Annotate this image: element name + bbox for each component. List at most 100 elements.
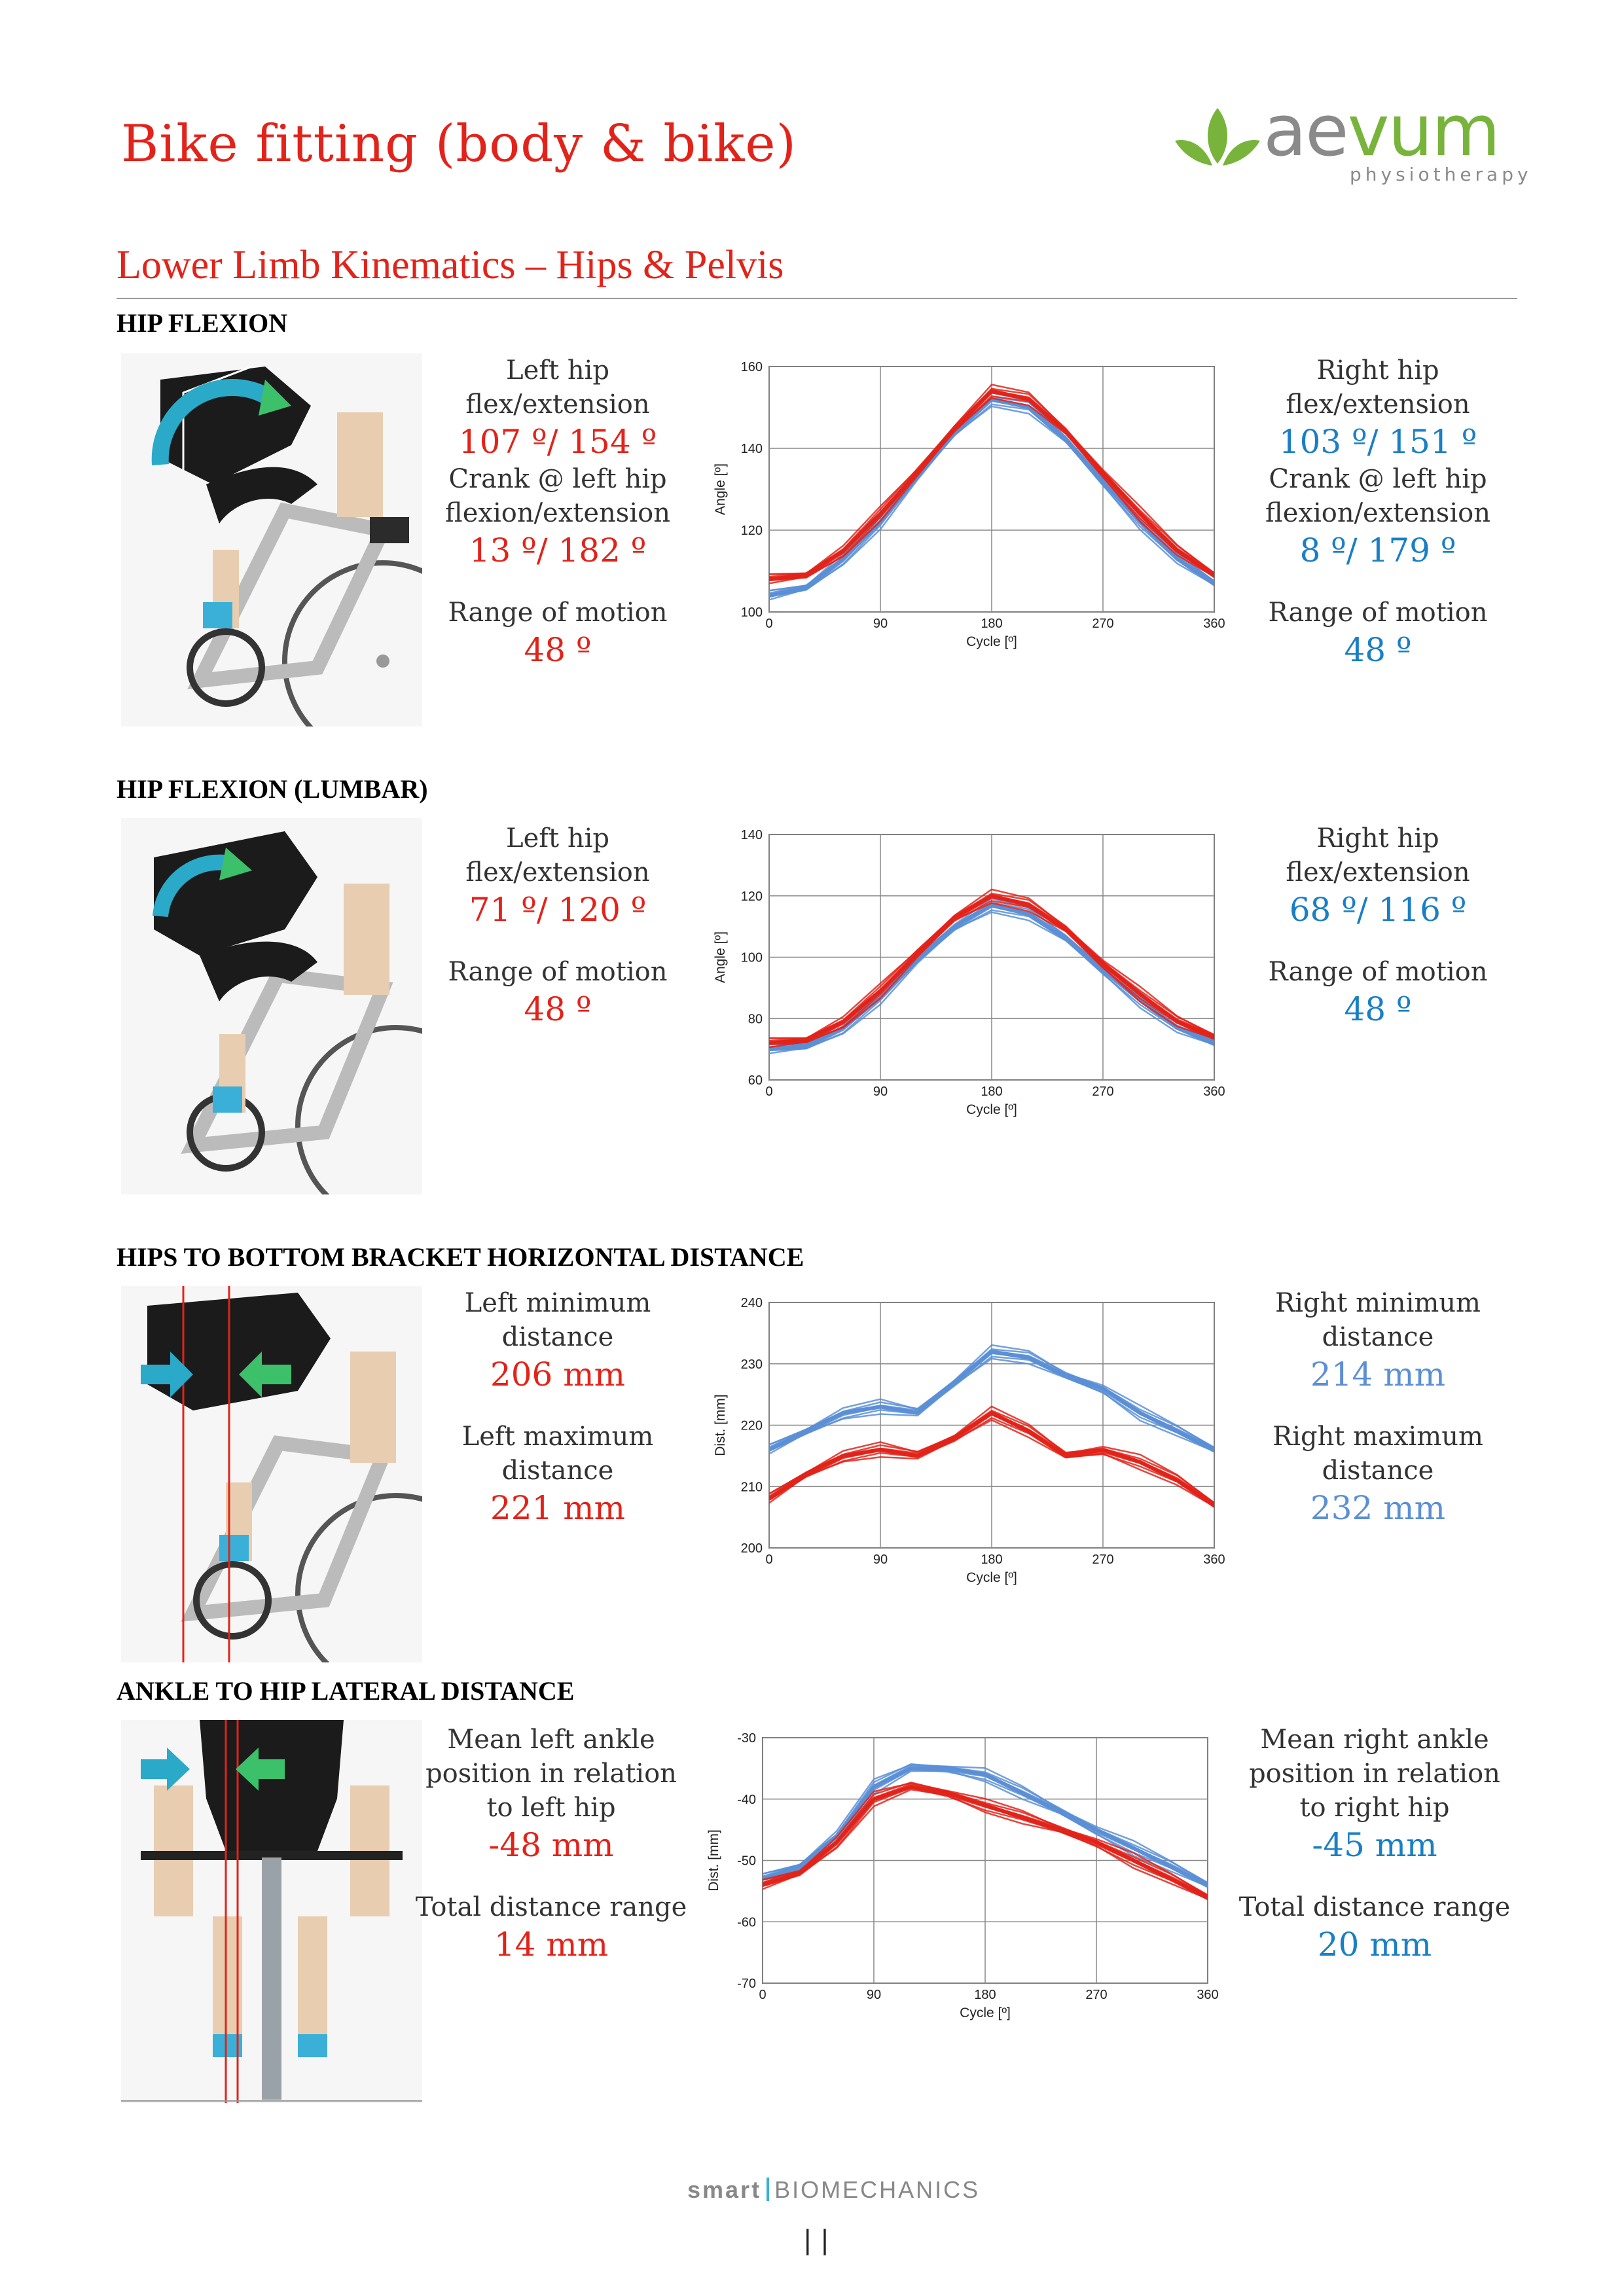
y-axis-label: Dist. [mm] <box>706 1829 721 1892</box>
x-axis-label: Cycle [º] <box>966 634 1017 649</box>
series-line <box>769 1417 1214 1508</box>
left-label-rom: Range of motion <box>448 598 668 628</box>
right-value-range: 20 mm <box>1317 1926 1432 1964</box>
right-value-rom: 48 º <box>1344 990 1412 1028</box>
right-label-min: Right minimum distance <box>1275 1288 1481 1352</box>
x-tick-label: 0 <box>759 1988 766 2002</box>
right-value-flex: 103 º/ 151 º <box>1278 423 1477 461</box>
series-line <box>763 1782 1208 1897</box>
left-stats-lateral: Mean left ankle position in relation to … <box>414 1723 689 1965</box>
right-label-crank: Crank @ left hip flexion/extension <box>1265 464 1490 528</box>
chart-svg: 0 90 180 270 360 200 210 220 230 240 Cycle [º] Dist… <box>713 1296 1225 1585</box>
x-tick-label: 360 <box>1203 1085 1225 1099</box>
y-tick-label: 200 <box>741 1541 763 1556</box>
left-value-rom: 48 º <box>524 990 592 1028</box>
left-label-rom: Range of motion <box>448 957 668 987</box>
y-tick-label: 80 <box>748 1012 763 1026</box>
x-tick-label: 0 <box>765 1085 772 1099</box>
left-value-crank: 13 º/ 182 º <box>469 531 647 569</box>
x-axis-label: Cycle [º] <box>966 1570 1017 1585</box>
y-axis-label: Angle [º] <box>713 463 728 515</box>
y-tick-label: -30 <box>737 1731 756 1746</box>
series-line <box>769 909 1214 1052</box>
chart-svg: 0 90 180 270 360 -70 -60 -50 -40 -30 Cycle [º] Dist… <box>706 1731 1219 2020</box>
left-stats-bb: Left minimum distance 206 mm Left maximu… <box>420 1286 695 1528</box>
left-label-crank: Crank @ left hip flexion/extension <box>445 464 670 528</box>
left-value-min: 206 mm <box>490 1355 626 1393</box>
brand-subtitle: physiotherapy <box>1350 164 1532 185</box>
chart-hips-bb-distance: 0 90 180 270 360 200 210 220 230 240 Cycle [º] Dist… <box>694 1286 1231 1590</box>
x-tick-label: 90 <box>867 1988 881 2002</box>
series-left <box>769 888 1214 1049</box>
series-line <box>769 888 1214 1039</box>
right-value-mean: -45 mm <box>1312 1826 1437 1864</box>
section-divider <box>117 298 1517 299</box>
series-line <box>769 387 1214 575</box>
x-tick-label: 0 <box>765 1552 772 1567</box>
right-value-rom: 48 º <box>1344 631 1412 669</box>
footer-brand: smart BIOMECHANICS <box>687 2176 980 2204</box>
chart-hip-flexion-lumbar: 0 90 180 270 360 60 80 100 120 140 Cycle [º] Angle … <box>694 818 1231 1122</box>
x-tick-label: 90 <box>873 1085 888 1099</box>
series-left <box>769 1405 1214 1508</box>
block-heading-hips-bb-distance: HIPS TO BOTTOM BRACKET HORIZONTAL DISTAN… <box>117 1242 804 1272</box>
y-tick-label: 60 <box>748 1073 763 1088</box>
left-label-flex: Left hip flex/extension <box>465 823 650 888</box>
left-label-max: Left maximum distance <box>461 1422 654 1486</box>
report-title: Bike fitting (body & bike) <box>121 115 797 173</box>
section-title: Lower Limb Kinematics – Hips & Pelvis <box>117 243 784 287</box>
right-label-flex: Right hip flex/extension <box>1286 355 1470 420</box>
right-label-rom: Range of motion <box>1268 598 1488 628</box>
y-tick-label: 100 <box>741 951 763 965</box>
series-line <box>769 403 1214 598</box>
series-line <box>769 1344 1214 1449</box>
x-tick-label: 270 <box>1092 1085 1113 1099</box>
cyclist-bb-photo <box>121 1286 422 1662</box>
series-right <box>769 1344 1214 1455</box>
x-tick-label: 270 <box>1085 1988 1107 2002</box>
y-tick-label: -50 <box>737 1854 756 1869</box>
series-left <box>769 384 1214 584</box>
y-tick-label: 120 <box>741 889 763 904</box>
left-label-range: Total distance range <box>415 1892 687 1922</box>
series-line <box>769 1348 1214 1448</box>
series-line <box>769 1355 1214 1453</box>
x-tick-label: 360 <box>1203 617 1225 631</box>
x-tick-label: 270 <box>1092 617 1113 631</box>
series-line <box>763 1782 1208 1896</box>
x-tick-label: 180 <box>981 1085 1002 1099</box>
y-tick-label: -70 <box>737 1977 756 1991</box>
x-tick-label: 180 <box>974 1988 996 2002</box>
series-line <box>769 900 1214 1045</box>
left-label-flex: Left hip flex/extension <box>465 355 650 420</box>
chart-svg: 0 90 180 270 360 100 120 140 160 Cycle [º] Angle [… <box>713 360 1225 649</box>
y-tick-label: 120 <box>741 524 763 538</box>
block-heading-ankle-hip-lateral: ANKLE TO HIP LATERAL DISTANCE <box>117 1676 575 1706</box>
x-tick-label: 180 <box>981 617 1002 631</box>
brand-part-ae: ae <box>1263 90 1349 172</box>
series-line <box>763 1787 1208 1901</box>
right-label-range: Total distance range <box>1238 1892 1511 1922</box>
x-tick-label: 180 <box>981 1552 1002 1567</box>
series-line <box>769 395 1214 582</box>
x-tick-label: 360 <box>1203 1552 1225 1567</box>
y-axis-label: Angle [º] <box>713 931 728 983</box>
y-tick-label: 140 <box>741 442 763 456</box>
left-value-flex: 107 º/ 154 º <box>458 423 657 461</box>
right-value-max: 232 mm <box>1310 1489 1446 1527</box>
block-heading-hip-flexion: HIP FLEXION <box>117 308 288 338</box>
right-stats-bb: Right minimum distance 214 mm Right maxi… <box>1240 1286 1515 1528</box>
series-line <box>769 1411 1214 1504</box>
x-tick-label: 90 <box>873 617 888 631</box>
x-axis-label: Cycle [º] <box>960 2005 1011 2020</box>
y-tick-label: -60 <box>737 1915 756 1929</box>
x-tick-label: 90 <box>873 1552 888 1567</box>
x-tick-label: 360 <box>1197 1988 1218 2002</box>
right-value-crank: 8 º/ 179 º <box>1299 531 1456 569</box>
right-label-flex: Right hip flex/extension <box>1286 823 1470 888</box>
footer-brand-smart: smart <box>687 2176 762 2203</box>
series-left <box>763 1782 1208 1901</box>
right-stats-lumbar: Right hip flex/extension 68 º/ 116 º Ran… <box>1240 821 1515 1030</box>
x-tick-label: 0 <box>765 617 772 631</box>
series-line <box>769 892 1214 1039</box>
